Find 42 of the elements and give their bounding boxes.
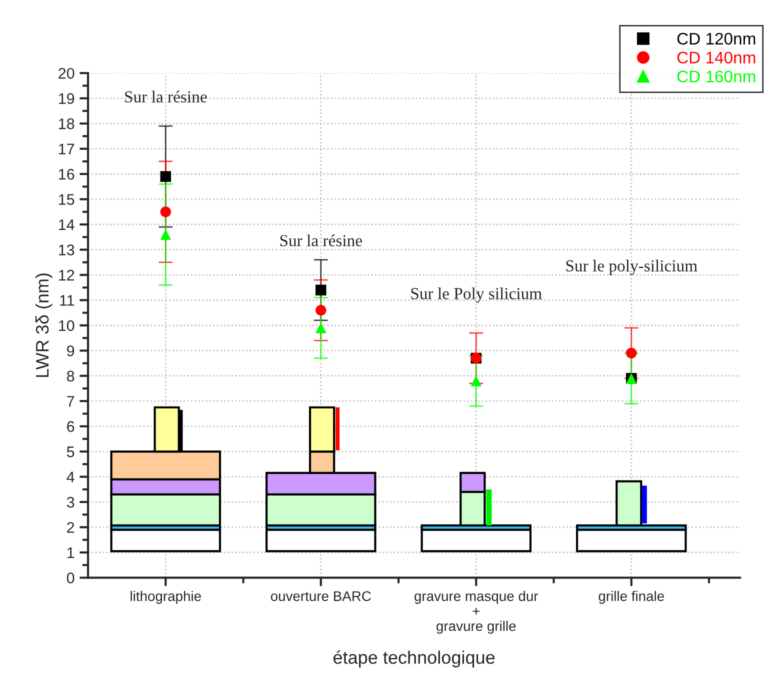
y-tick-label: 19 bbox=[59, 93, 74, 104]
x-tick-label: grille finale bbox=[598, 590, 664, 604]
legend-label: CD 160nm bbox=[677, 70, 756, 82]
x-axis-title: étape technologique bbox=[333, 650, 495, 668]
y-tick-label: 7 bbox=[67, 396, 74, 407]
annotation: Sur le Poly silicium bbox=[411, 288, 542, 303]
y-tick-label: 14 bbox=[59, 219, 74, 230]
annotation: Sur le poly-silicium bbox=[566, 260, 698, 275]
annotation: Sur la résine bbox=[125, 90, 207, 102]
y-tick-label: 0 bbox=[66, 572, 74, 584]
y-tick-label: 9 bbox=[67, 345, 74, 356]
point bbox=[470, 376, 482, 386]
x-tick-label: gravure masque dur + gravure grille bbox=[414, 590, 538, 634]
legend-label: CD 140nm bbox=[677, 52, 756, 64]
y-tick-label: 12 bbox=[59, 270, 74, 280]
y-tick-label: 6 bbox=[67, 421, 74, 432]
point bbox=[160, 171, 172, 182]
x-tick-label: ouverture BARC bbox=[270, 591, 371, 602]
point bbox=[316, 322, 326, 334]
y-tick-label: 13 bbox=[59, 244, 74, 256]
y-tick-label: 18 bbox=[59, 118, 74, 130]
y-tick-label: 2 bbox=[67, 522, 74, 533]
point bbox=[626, 348, 637, 359]
y-tick-label: 20 bbox=[58, 68, 74, 79]
y-tick-label: 4 bbox=[66, 472, 74, 482]
point bbox=[316, 284, 326, 296]
y-tick-label: 10 bbox=[59, 320, 74, 332]
y-axis-title: LWR 3δ (nm) bbox=[35, 273, 52, 377]
y-tick-label: 17 bbox=[59, 144, 74, 154]
point bbox=[160, 229, 172, 240]
y-tick-label: 3 bbox=[66, 496, 74, 508]
y-tick-label: 8 bbox=[67, 370, 74, 382]
point bbox=[160, 206, 172, 218]
point bbox=[316, 304, 326, 316]
y-tick-label: 1 bbox=[68, 547, 74, 558]
x-tick-label: lithographie bbox=[130, 590, 201, 604]
y-tick-label: 15 bbox=[59, 194, 74, 205]
y-tick-label: 16 bbox=[59, 168, 74, 180]
y-tick-label: 11 bbox=[60, 295, 74, 306]
legend-label: CD 120nm bbox=[677, 32, 756, 45]
annotation: Sur la résine bbox=[280, 234, 362, 246]
y-tick-label: 5 bbox=[66, 446, 74, 458]
